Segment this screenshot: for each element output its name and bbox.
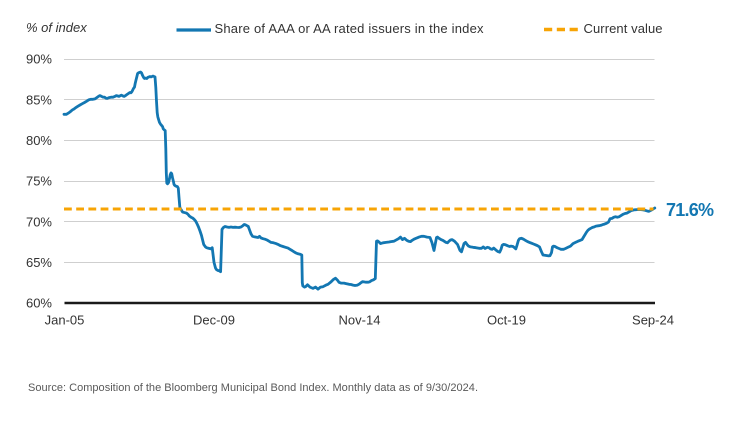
svg-text:65%: 65% bbox=[26, 255, 52, 270]
svg-text:80%: 80% bbox=[26, 133, 52, 148]
svg-text:75%: 75% bbox=[26, 174, 52, 189]
svg-text:70%: 70% bbox=[26, 214, 52, 229]
svg-text:Sep-24: Sep-24 bbox=[632, 313, 674, 328]
svg-text:90%: 90% bbox=[26, 52, 52, 67]
svg-text:Oct-19: Oct-19 bbox=[487, 313, 526, 328]
svg-text:Share of AAA or AA rated issue: Share of AAA or AA rated issuers in the … bbox=[215, 21, 485, 36]
svg-text:85%: 85% bbox=[26, 92, 52, 107]
svg-text:Dec-09: Dec-09 bbox=[193, 313, 235, 328]
svg-text:60%: 60% bbox=[26, 296, 52, 311]
svg-text:71.6%: 71.6% bbox=[666, 200, 714, 220]
svg-text:% of index: % of index bbox=[26, 20, 87, 35]
svg-text:Source: Composition of the Blo: Source: Composition of the Bloomberg Mun… bbox=[28, 382, 478, 394]
svg-text:Nov-14: Nov-14 bbox=[339, 313, 381, 328]
svg-text:Jan-05: Jan-05 bbox=[45, 313, 85, 328]
svg-text:Current value: Current value bbox=[584, 21, 663, 36]
